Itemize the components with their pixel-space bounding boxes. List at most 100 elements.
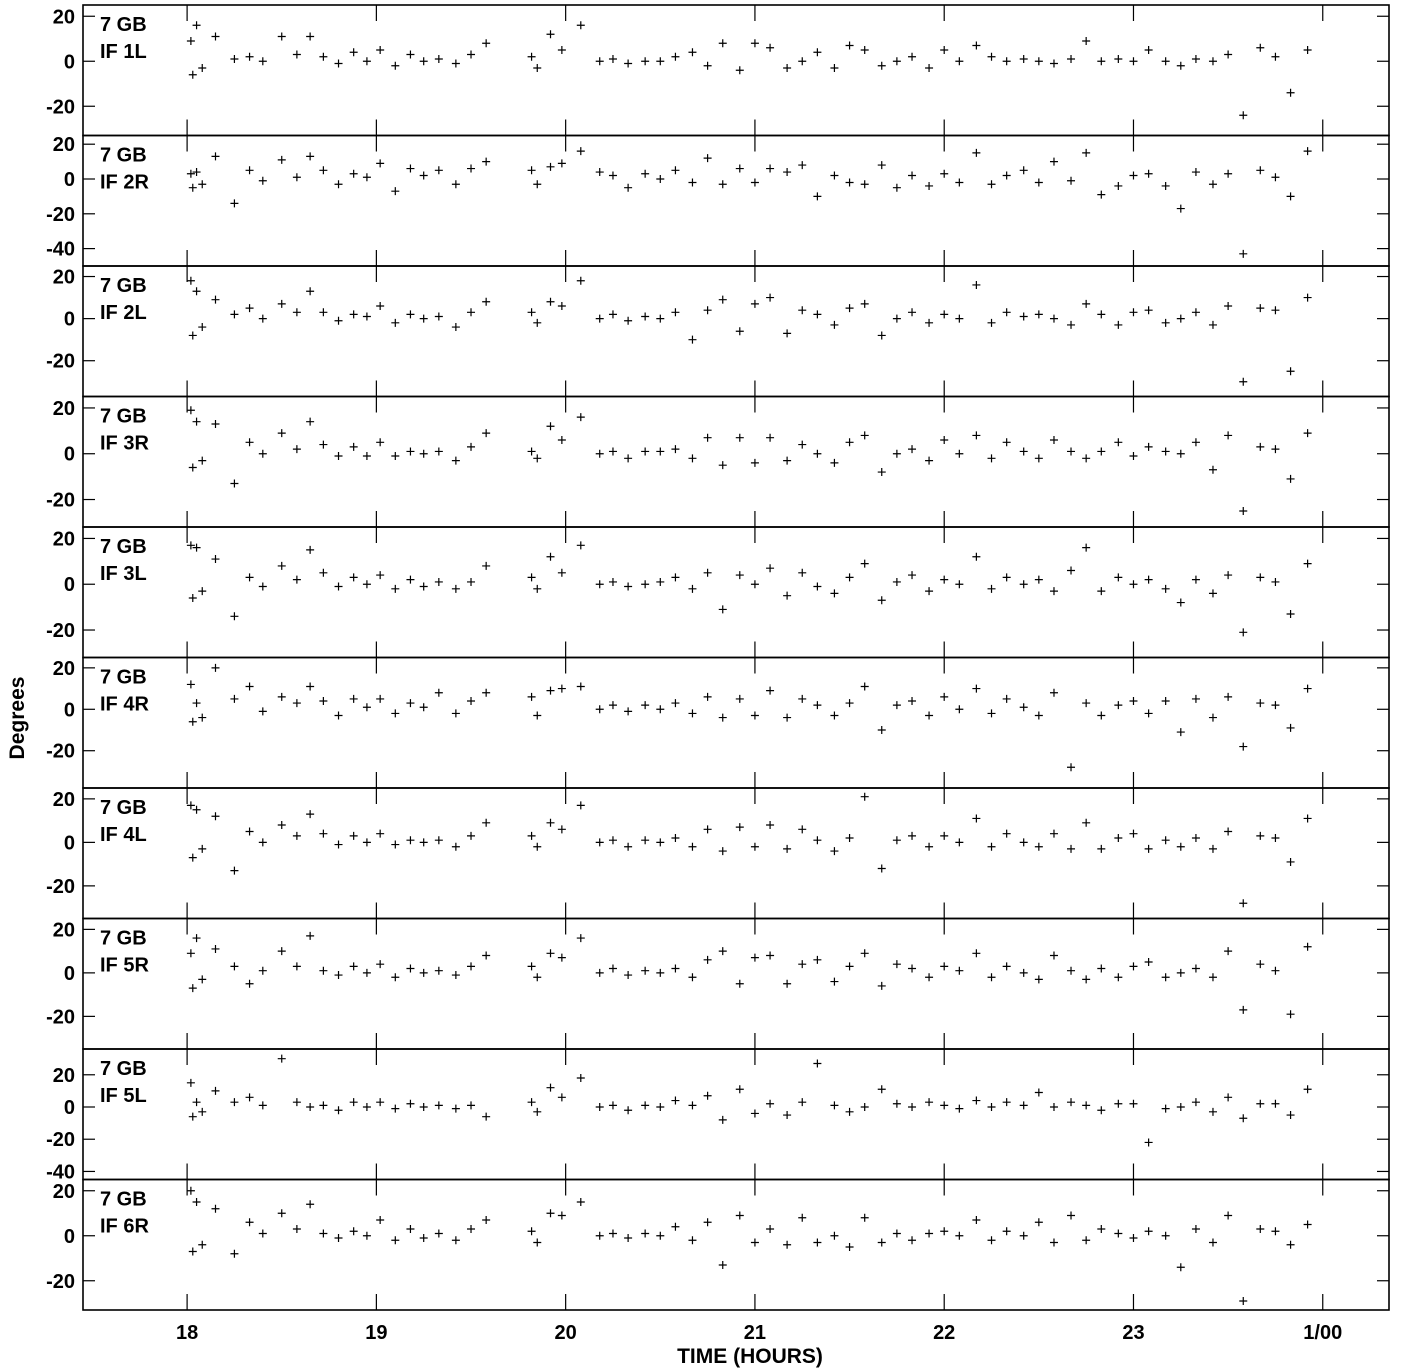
y-tick-label: 20 (53, 528, 75, 550)
data-point (546, 162, 555, 171)
data-point (546, 422, 555, 431)
data-point (750, 711, 759, 720)
data-point (1114, 1099, 1123, 1108)
data-point (908, 697, 917, 705)
data-point (1271, 306, 1280, 315)
data-point (1224, 431, 1233, 440)
panel-if-label: IF 3R (100, 433, 149, 455)
data-point (198, 587, 207, 596)
data-point (334, 1234, 343, 1242)
data-point (334, 180, 343, 189)
data-point (1067, 176, 1076, 185)
data-point (783, 844, 792, 853)
data-point (349, 442, 358, 451)
data-point (406, 164, 415, 173)
data-point (1286, 474, 1295, 483)
panel-station-label: 7 GB (100, 406, 147, 428)
data-point (1161, 1104, 1170, 1113)
x-tick-label: 19 (365, 1322, 387, 1344)
data-point (211, 295, 220, 304)
data-point (533, 454, 542, 463)
x-tick-label: 23 (1122, 1322, 1144, 1344)
data-point (750, 299, 759, 308)
data-point (306, 682, 315, 691)
data-point (671, 1222, 680, 1231)
data-point (1161, 318, 1170, 327)
data-point (908, 964, 917, 973)
panel-if-label: IF 2L (100, 302, 147, 324)
data-point (186, 949, 195, 958)
data-point (703, 955, 712, 964)
data-point (860, 46, 869, 54)
x-tick-label: 1/00 (1303, 1322, 1342, 1344)
data-point (1256, 699, 1265, 708)
data-point (877, 1085, 886, 1094)
data-point (1224, 1211, 1233, 1220)
data-point (1224, 301, 1233, 310)
y-tick-label: 0 (64, 574, 75, 596)
data-point (188, 853, 197, 862)
data-point (245, 827, 254, 836)
data-point (211, 812, 220, 821)
data-point (482, 1216, 491, 1224)
y-tick-label: -20 (46, 204, 75, 226)
data-point (1144, 306, 1153, 315)
data-point (533, 584, 542, 593)
data-point (245, 1218, 254, 1227)
data-point (1114, 55, 1123, 63)
data-point (1097, 587, 1106, 596)
data-point (349, 831, 358, 840)
data-point (467, 1225, 476, 1233)
data-point (258, 176, 267, 185)
data-point (451, 1104, 460, 1113)
data-point (1224, 827, 1233, 836)
data-point (533, 1238, 542, 1247)
data-point (306, 1200, 315, 1209)
x-tick-labels: 18 19 20 21 22 23 1/00 (176, 1322, 1342, 1344)
data-point (624, 316, 633, 325)
data-point (783, 1111, 792, 1120)
data-point (306, 287, 315, 296)
data-point (557, 953, 566, 962)
data-point (1224, 571, 1233, 580)
data-point (362, 1103, 371, 1111)
data-point (576, 413, 585, 422)
data-point (1271, 966, 1280, 975)
data-point (608, 55, 617, 63)
data-point (955, 314, 964, 323)
data-point (877, 1238, 886, 1247)
data-point (546, 297, 555, 306)
data-point (798, 825, 807, 834)
data-point (1019, 447, 1028, 456)
panel-station-label: 7 GB (100, 275, 147, 297)
data-point (624, 1234, 633, 1242)
data-point (1114, 834, 1123, 843)
y-tick-label: -20 (46, 96, 75, 118)
data-point (656, 577, 665, 586)
panel-station-label: 7 GB (100, 14, 147, 36)
data-point (798, 306, 807, 315)
data-point (1239, 249, 1248, 258)
data-point (1208, 589, 1217, 598)
data-point (451, 59, 460, 68)
data-point (186, 680, 195, 689)
data-point (1019, 55, 1028, 63)
data-point (798, 960, 807, 969)
data-point (766, 564, 775, 573)
data-point (211, 1204, 220, 1213)
data-point (1129, 697, 1138, 705)
data-point (557, 159, 566, 168)
data-point (1034, 1088, 1043, 1097)
data-point (877, 596, 886, 605)
data-point (656, 447, 665, 456)
data-point (576, 801, 585, 810)
y-tick-label: -20 (46, 490, 75, 512)
data-point (1176, 1263, 1185, 1272)
data-point (482, 297, 491, 306)
data-point (703, 825, 712, 834)
panel-station-label: 7 GB (100, 1189, 147, 1211)
data-point (198, 323, 207, 332)
data-point (277, 561, 286, 570)
data-point (908, 52, 917, 61)
data-point (845, 834, 854, 843)
